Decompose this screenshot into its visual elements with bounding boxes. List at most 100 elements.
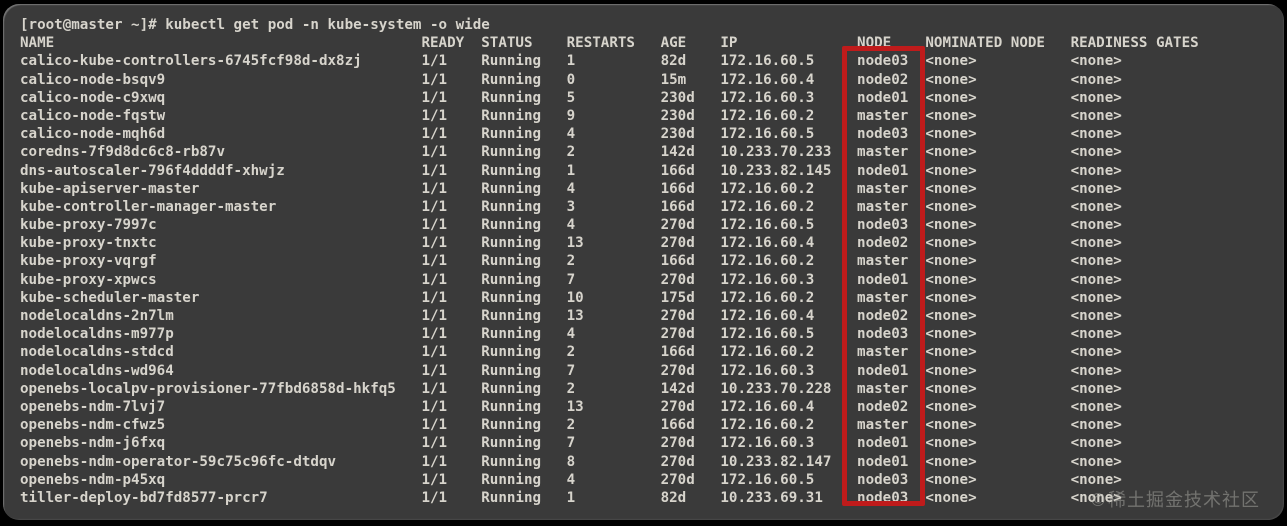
table-row: calico-node-fqstw 1/1 Running 9 230d 172… (20, 107, 1284, 125)
cell-name: kube-scheduler-master (20, 289, 200, 306)
column-header-readiness-gates: READINESS GATES (1070, 35, 1199, 52)
cell-age: 270d (660, 271, 695, 288)
cell-ip: 172.16.60.2 (720, 344, 815, 361)
table-header-row: NAME READY STATUS RESTARTS AGE IP NODE N… (20, 34, 1284, 52)
cell-node: master (857, 144, 909, 161)
cell-readiness-gates: <none> (1070, 417, 1122, 434)
column-header-node: NODE (857, 35, 892, 52)
cell-readiness-gates: <none> (1070, 489, 1122, 506)
cell-name: openebs-ndm-cfwz5 (20, 417, 166, 434)
table-row: kube-proxy-7997c 1/1 Running 4 270d 172.… (20, 216, 1284, 234)
cell-status: Running (481, 126, 542, 143)
cell-node: node03 (857, 126, 909, 143)
cell-readiness-gates: <none> (1070, 362, 1122, 379)
cell-name: kube-apiserver-master (20, 180, 200, 197)
cell-nominated-node: <none> (925, 489, 977, 506)
cell-age: 270d (660, 471, 695, 488)
cell-nominated-node: <none> (925, 344, 977, 361)
cell-readiness-gates: <none> (1070, 217, 1122, 234)
cell-readiness-gates: <none> (1070, 180, 1122, 197)
table-row: calico-kube-controllers-6745fcf98d-dx8zj… (20, 52, 1284, 70)
cell-restarts: 13 (566, 398, 584, 415)
cell-restarts: 4 (566, 180, 576, 197)
cell-age: 166d (660, 417, 695, 434)
cell-node: master (857, 253, 909, 270)
cell-readiness-gates: <none> (1070, 471, 1122, 488)
cell-name: openebs-localpv-provisioner-77fbd6858d-h… (20, 380, 396, 397)
cell-ready: 1/1 (421, 144, 448, 161)
cell-readiness-gates: <none> (1070, 326, 1122, 343)
cell-status: Running (481, 180, 542, 197)
cell-nominated-node: <none> (925, 271, 977, 288)
cell-age: 230d (660, 89, 695, 106)
table-row: kube-controller-manager-master 1/1 Runni… (20, 198, 1284, 216)
table-row: openebs-localpv-provisioner-77fbd6858d-h… (20, 380, 1284, 398)
cell-age: 166d (660, 253, 695, 270)
cell-name: kube-proxy-vqrgf (20, 253, 157, 270)
cell-nominated-node: <none> (925, 435, 977, 452)
cell-readiness-gates: <none> (1070, 107, 1122, 124)
cell-readiness-gates: <none> (1070, 198, 1122, 215)
cell-age: 270d (660, 362, 695, 379)
cell-ip: 172.16.60.2 (720, 180, 815, 197)
column-header-ready: READY (421, 35, 465, 52)
table-row: coredns-7f9d8dc6c8-rb87v 1/1 Running 2 1… (20, 143, 1284, 161)
cell-age: 82d (660, 53, 687, 70)
pod-table: NAME READY STATUS RESTARTS AGE IP NODE N… (20, 34, 1284, 507)
cell-nominated-node: <none> (925, 162, 977, 179)
cell-nominated-node: <none> (925, 308, 977, 324)
cell-node: node03 (857, 489, 909, 506)
table-row: nodelocaldns-m977p 1/1 Running 4 270d 17… (20, 325, 1284, 343)
cell-name: calico-node-fqstw (20, 107, 166, 124)
pod-table-body: calico-kube-controllers-6745fcf98d-dx8zj… (20, 52, 1284, 507)
column-header-age: AGE (660, 35, 687, 52)
cell-restarts: 1 (566, 162, 576, 179)
cell-readiness-gates: <none> (1070, 53, 1122, 70)
cell-ready: 1/1 (421, 53, 448, 70)
cell-ready: 1/1 (421, 180, 448, 197)
cell-name: coredns-7f9d8dc6c8-rb87v (20, 144, 225, 161)
prompt-command-spacer (157, 17, 166, 33)
table-row: kube-apiserver-master 1/1 Running 4 166d… (20, 180, 1284, 198)
table-row: openebs-ndm-j6fxq 1/1 Running 7 270d 172… (20, 434, 1284, 452)
cell-ready: 1/1 (421, 380, 448, 397)
cell-age: 142d (660, 380, 695, 397)
cell-nominated-node: <none> (925, 380, 977, 397)
cell-restarts: 4 (566, 217, 576, 234)
table-row: kube-proxy-vqrgf 1/1 Running 2 166d 172.… (20, 252, 1284, 270)
cell-ip: 10.233.70.233 (720, 144, 832, 161)
column-header-status: STATUS (481, 35, 533, 52)
cell-readiness-gates: <none> (1070, 126, 1122, 143)
cell-readiness-gates: <none> (1070, 89, 1122, 106)
cell-nominated-node: <none> (925, 417, 977, 434)
cell-age: 230d (660, 107, 695, 124)
cell-restarts: 2 (566, 380, 576, 397)
cell-restarts: 10 (566, 289, 584, 306)
cell-name: kube-proxy-7997c (20, 217, 157, 234)
table-row: nodelocaldns-stdcd 1/1 Running 2 166d 17… (20, 343, 1284, 361)
cell-status: Running (481, 89, 542, 106)
cell-readiness-gates: <none> (1070, 144, 1122, 161)
table-row: calico-node-bsqv9 1/1 Running 0 15m 172.… (20, 71, 1284, 89)
column-header-name: NAME (20, 35, 55, 52)
cell-name: openebs-ndm-7lvj7 (20, 398, 166, 415)
cell-node: master (857, 107, 909, 124)
cell-name: kube-proxy-tnxtc (20, 235, 157, 252)
cell-ready: 1/1 (421, 89, 448, 106)
cell-status: Running (481, 471, 542, 488)
cell-age: 82d (660, 489, 687, 506)
cell-name: openebs-ndm-j6fxq (20, 435, 166, 452)
cell-status: Running (481, 107, 542, 124)
cell-ready: 1/1 (421, 253, 448, 270)
cell-status: Running (481, 198, 542, 215)
cell-node: master (857, 344, 909, 361)
cell-node: master (857, 417, 909, 434)
cell-age: 175d (660, 289, 695, 306)
cell-name: openebs-ndm-p45xq (20, 471, 166, 488)
cell-node: master (857, 380, 909, 397)
cell-ready: 1/1 (421, 198, 448, 215)
cell-ip: 172.16.60.2 (720, 417, 815, 434)
cell-readiness-gates: <none> (1070, 398, 1122, 415)
cell-name: calico-kube-controllers-6745fcf98d-dx8zj (20, 53, 362, 70)
cell-ip: 172.16.60.5 (720, 326, 815, 343)
